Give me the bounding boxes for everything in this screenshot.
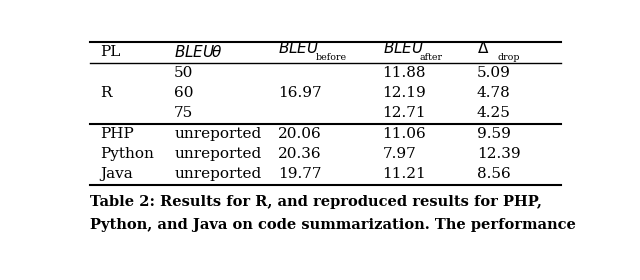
- Text: 7.97: 7.97: [383, 147, 416, 161]
- Text: unreported: unreported: [174, 167, 262, 181]
- Text: Java: Java: [100, 167, 132, 181]
- Text: $\theta$: $\theta$: [211, 45, 223, 60]
- Text: unreported: unreported: [174, 147, 262, 161]
- Text: Table 2: Results for R, and reproduced results for PHP,: Table 2: Results for R, and reproduced r…: [90, 195, 542, 209]
- Text: $\mathit{BLEU}$: $\mathit{BLEU}$: [174, 45, 216, 60]
- Text: R: R: [100, 86, 111, 100]
- Text: 8.56: 8.56: [477, 167, 511, 181]
- Text: 12.39: 12.39: [477, 147, 520, 161]
- Text: 4.25: 4.25: [477, 106, 511, 120]
- Text: 20.06: 20.06: [278, 127, 322, 141]
- Text: after: after: [420, 53, 443, 62]
- Text: 19.77: 19.77: [278, 167, 322, 181]
- Text: 20.36: 20.36: [278, 147, 322, 161]
- Text: 11.88: 11.88: [383, 66, 426, 80]
- Text: 11.21: 11.21: [383, 167, 426, 181]
- Text: 12.71: 12.71: [383, 106, 426, 120]
- Text: 16.97: 16.97: [278, 86, 322, 100]
- Text: Python, and Java on code summarization. The performance: Python, and Java on code summarization. …: [90, 218, 576, 232]
- Text: PHP: PHP: [100, 127, 134, 141]
- Text: 11.06: 11.06: [383, 127, 426, 141]
- Text: drop: drop: [498, 53, 520, 62]
- Text: 60: 60: [174, 86, 194, 100]
- Text: 5.09: 5.09: [477, 66, 511, 80]
- Text: before: before: [316, 53, 347, 62]
- Text: 12.19: 12.19: [383, 86, 426, 100]
- Text: PL: PL: [100, 45, 120, 59]
- Text: Python: Python: [100, 147, 154, 161]
- Text: $\mathit{BLEU}$: $\mathit{BLEU}$: [278, 40, 320, 56]
- Text: 50: 50: [174, 66, 194, 80]
- Text: $\mathit{BLEU}$: $\mathit{BLEU}$: [383, 40, 424, 56]
- Text: 75: 75: [174, 106, 193, 120]
- Text: $\Delta$: $\Delta$: [477, 40, 489, 56]
- Text: unreported: unreported: [174, 127, 262, 141]
- Text: 4.78: 4.78: [477, 86, 511, 100]
- Text: 9.59: 9.59: [477, 127, 511, 141]
